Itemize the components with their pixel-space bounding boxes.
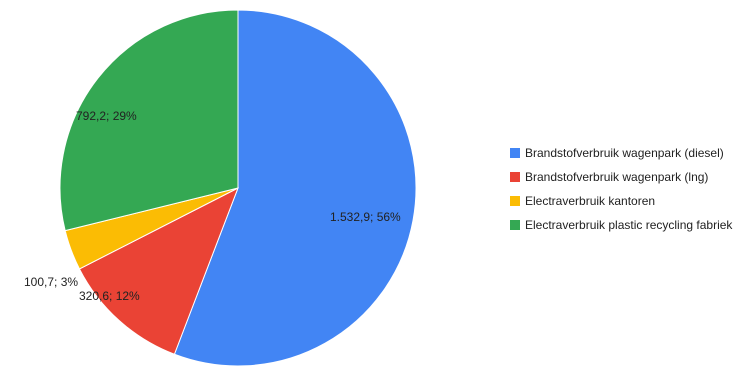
pie-slice-4 bbox=[59, 9, 239, 232]
legend-swatch-2 bbox=[510, 172, 520, 182]
legend-label-4: Electraverbruik plastic recycling fabrie… bbox=[525, 218, 733, 232]
legend-swatch-1 bbox=[510, 148, 520, 158]
pie-slices bbox=[59, 9, 417, 366]
legend-label-2: Brandstofverbruik wagenpark (lng) bbox=[525, 170, 708, 184]
slice-label-1: 1.532,9; 56% bbox=[330, 210, 401, 224]
legend-item-1: Brandstofverbruik wagenpark (diesel) bbox=[510, 146, 724, 160]
legend-label-3: Electraverbruik kantoren bbox=[525, 194, 655, 208]
slice-label-4: 792,2; 29% bbox=[76, 109, 137, 123]
legend-item-4: Electraverbruik plastic recycling fabrie… bbox=[510, 218, 733, 232]
legend-item-2: Brandstofverbruik wagenpark (lng) bbox=[510, 170, 708, 184]
pie-slice-2 bbox=[78, 186, 239, 355]
legend-swatch-3 bbox=[510, 196, 520, 206]
pie-slice-1 bbox=[173, 9, 417, 366]
slice-label-3: 100,7; 3% bbox=[24, 275, 78, 289]
slice-labels: 1.532,9; 56% 320,6; 12%100,7; 3% 792,2; 29… bbox=[24, 109, 401, 303]
legend-swatch-4 bbox=[510, 220, 520, 230]
legend-label-1: Brandstofverbruik wagenpark (diesel) bbox=[525, 146, 724, 160]
legend: Brandstofverbruik wagenpark (diesel) Bran… bbox=[510, 146, 733, 232]
slice-label-2: 320,6; 12% bbox=[79, 289, 140, 303]
legend-item-3: Electraverbruik kantoren bbox=[510, 194, 655, 208]
